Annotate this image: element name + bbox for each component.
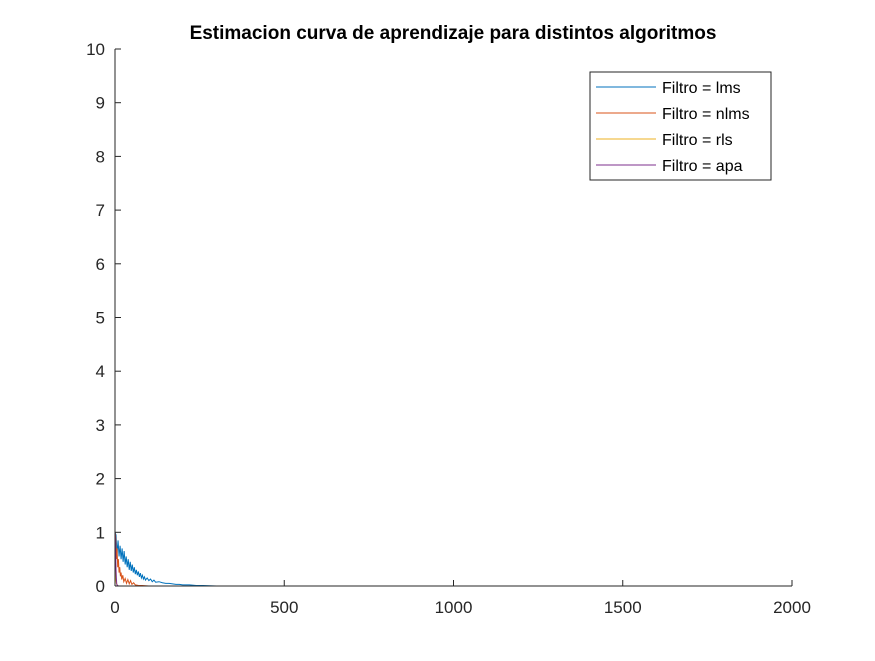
y-tick-label: 1 xyxy=(96,523,105,542)
series-line-filtro-lms xyxy=(114,532,792,587)
legend-label: Filtro = rls xyxy=(662,132,733,149)
x-tick-label: 0 xyxy=(110,598,119,617)
x-tick-label: 1500 xyxy=(604,598,642,617)
y-tick-label: 7 xyxy=(96,201,105,220)
legend-label: Filtro = apa xyxy=(662,158,743,175)
y-tick-label: 8 xyxy=(96,147,105,166)
y-tick-label: 6 xyxy=(96,255,105,274)
y-tick-label: 2 xyxy=(96,470,105,489)
y-tick-label: 5 xyxy=(96,309,105,328)
y-tick-label: 4 xyxy=(96,362,105,381)
axes-layer: 0 1 2 3 4 5 6 7 8 9 10 0 500 1000 1500 2000 xyxy=(86,40,811,617)
y-tick-label: 9 xyxy=(96,94,105,113)
y-tick-label: 10 xyxy=(86,40,105,59)
x-tick-label: 2000 xyxy=(773,598,811,617)
legend-box xyxy=(589,71,772,181)
x-tick-label: 500 xyxy=(270,598,298,617)
legend-label: Filtro = lms xyxy=(662,80,741,97)
legend: Filtro = lms Filtro = nlms Filtro = rls Fil… xyxy=(589,71,772,181)
x-tick-label: 1000 xyxy=(435,598,473,617)
y-tick-label: 0 xyxy=(96,577,105,596)
chart-title: Estimacion curva de aprendizaje para dis… xyxy=(190,23,717,44)
legend-label: Filtro = nlms xyxy=(662,106,750,123)
y-tick-label: 3 xyxy=(96,416,105,435)
